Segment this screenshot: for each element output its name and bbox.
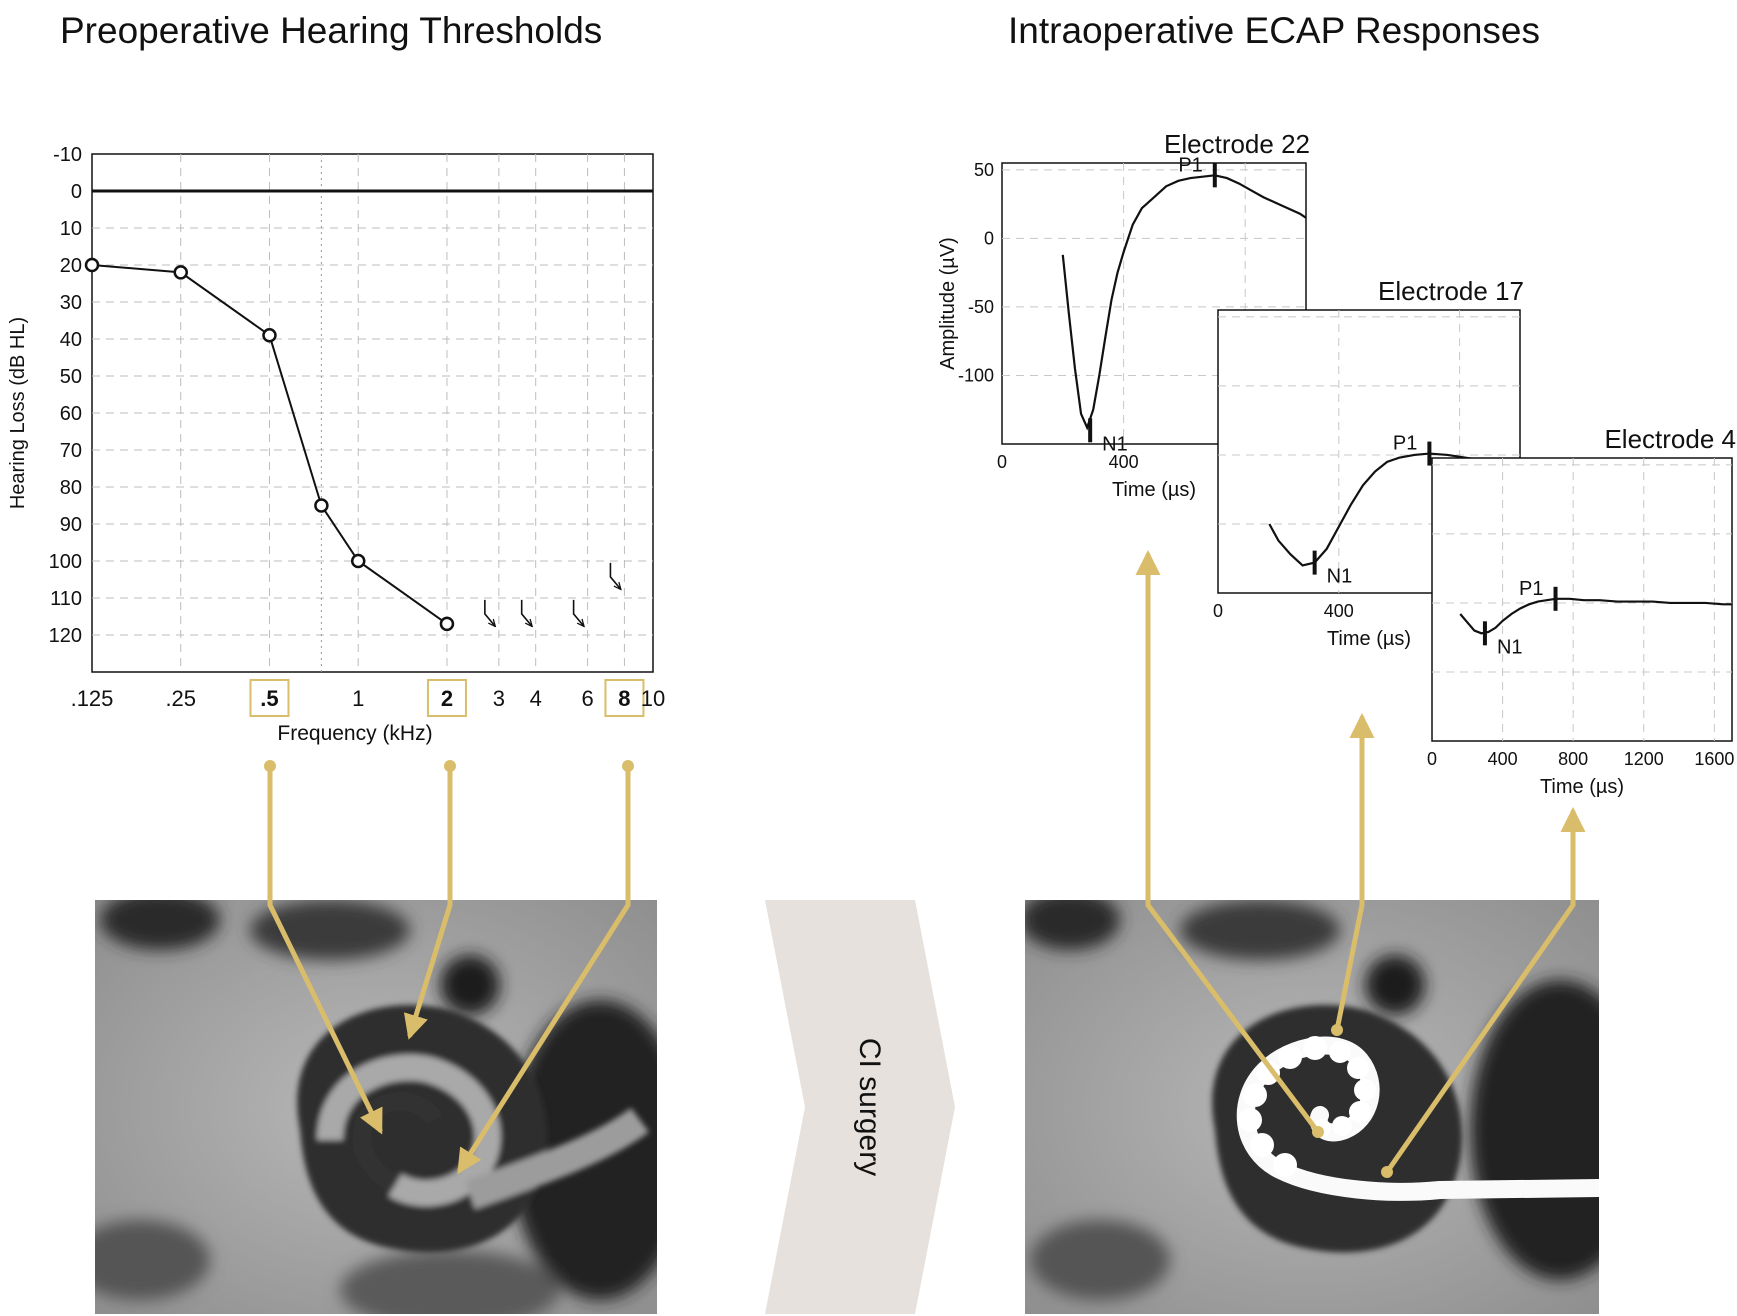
ecap-x-tick-label: 1600 (1694, 749, 1734, 769)
audiogram-x-ticks: .125 .25 .5 1 2 3 4 6 8 10 (71, 679, 665, 717)
ecap-x-tick-label: 400 (1109, 452, 1139, 472)
audiogram-x-tick: 1 (352, 686, 364, 711)
audiogram-threshold-line (91, 264, 448, 625)
audiogram-x-tick: 4 (530, 686, 542, 711)
audiogram-x-tick: 2 (426, 679, 467, 717)
audiogram-x-tick: 10 (641, 686, 665, 711)
audiogram-y-tick-label: 70 (60, 440, 82, 462)
ecap-y-tick-label: 0 (984, 228, 994, 248)
audiogram-x-tick-label: 8 (618, 686, 630, 711)
audiogram-y-tick-label: 110 (50, 588, 82, 610)
audiogram-x-tick-label: .125 (71, 686, 114, 711)
audiogram-y-tick-label: 60 (60, 403, 82, 425)
audiogram-y-tick-label: 80 (60, 477, 82, 499)
ecap-title: Electrode 4 (1604, 424, 1736, 454)
left-panel-title: Preoperative Hearing Thresholds (60, 10, 603, 51)
ecap-panel-electrode-4: 0 400 800 1200 1600 Electrode 4 Time (µs) N1 P1 (1427, 424, 1736, 798)
audiogram-x-tick: .25 (165, 686, 196, 711)
frequency-mapping-arrows (264, 760, 634, 1175)
no-response-marker (609, 562, 620, 589)
audiogram-y-tick-label: 120 (49, 625, 82, 647)
right-panel-title: Intraoperative ECAP Responses (1008, 10, 1541, 51)
no-response-marker (520, 599, 532, 626)
ecap-waveform (1459, 597, 1732, 635)
ecap-x-tick-label: 400 (1324, 601, 1354, 621)
audiogram-x-tick: 3 (493, 686, 505, 711)
audiogram-threshold-point (314, 498, 329, 513)
ecap-title: Electrode 22 (1164, 129, 1310, 159)
ecap-x-tick-label: 800 (1558, 749, 1588, 769)
audiogram-x-tick-label: 6 (581, 686, 593, 711)
ecap-y-tick-label: -50 (968, 297, 994, 317)
audiogram-x-tick: 8 (604, 679, 645, 717)
audiogram-points (84, 257, 455, 632)
ecap-peak-label: P1 (1178, 154, 1202, 176)
audiogram-x-tick-label: .5 (260, 686, 278, 711)
ecap-title: Electrode 17 (1378, 276, 1524, 306)
audiogram-grid (92, 154, 653, 672)
audiogram-x-tick-label: .25 (165, 686, 196, 711)
audiogram-x-tick-label: 4 (530, 686, 542, 711)
ecap-peak-label: N1 (1497, 636, 1523, 658)
ecap-peak-label: P1 (1519, 578, 1543, 600)
audiogram-x-tick: .5 (249, 679, 290, 717)
ecap-peak-label: P1 (1393, 433, 1417, 455)
audiogram-no-response-markers (484, 562, 621, 626)
audiogram-x-tick-label: 2 (441, 686, 453, 711)
audiogram-x-axis-label: Frequency (kHz) (277, 722, 432, 745)
audiogram-y-tick-label: 90 (60, 514, 82, 536)
audiogram-threshold-point (262, 328, 277, 343)
audiogram-x-tick-label: 3 (493, 686, 505, 711)
ecap-y-axis-label: Amplitude (µV) (937, 237, 959, 370)
audiogram-x-tick: 6 (581, 686, 593, 711)
audiogram-y-tick-label: 30 (60, 292, 82, 314)
ecap-peak-label: N1 (1102, 433, 1128, 455)
audiogram-threshold-point (350, 553, 366, 569)
ct-scan-postoperative (1025, 900, 1599, 1314)
ecap-x-tick-label: 0 (1427, 749, 1437, 769)
audiogram-y-tick-label: 20 (60, 255, 82, 277)
electrode-mapping-arrows (1135, 550, 1586, 1178)
audiogram-x-tick: .125 (71, 686, 114, 711)
ecap-x-tick-label: 0 (997, 452, 1007, 472)
highlight-box (249, 679, 290, 717)
ecap-y-tick-label: -100 (958, 365, 994, 385)
audiogram-threshold-point (439, 616, 455, 632)
ecap-x-tick-label: 1200 (1624, 749, 1664, 769)
no-response-marker (572, 599, 584, 626)
ecap-x-axis-label: Time (µs) (1327, 628, 1411, 650)
audiogram-y-tick-label: 10 (60, 218, 82, 240)
ecap-peak-label: N1 (1327, 566, 1353, 588)
audiogram-y-ticks: -10 0 10 20 30 40 50 60 70 80 90 100 110 120 (49, 144, 82, 647)
audiogram-y-tick-label: 40 (60, 329, 82, 351)
highlight-box (426, 679, 467, 717)
ecap-x-axis-label: Time (µs) (1112, 479, 1196, 501)
ecap-x-axis-label: Time (µs) (1540, 776, 1624, 798)
audiogram-y-tick-label: 100 (49, 551, 82, 573)
audiogram-y-tick-label: 0 (71, 181, 82, 203)
ecap-y-tick-label: 50 (974, 160, 994, 180)
audiogram-y-tick-label: -10 (53, 144, 82, 166)
audiogram-x-tick-label: 10 (641, 686, 665, 711)
audiogram-x-tick-label: 1 (352, 686, 364, 711)
surgery-label: CI surgery (853, 1038, 886, 1176)
audiogram-y-tick-label: 50 (60, 366, 82, 388)
ecap-x-tick-label: 0 (1213, 601, 1223, 621)
surgery-chevron: CI surgery (765, 900, 955, 1314)
audiogram-threshold-point (173, 265, 188, 280)
audiogram-threshold-point (84, 257, 100, 273)
ecap-x-tick-label: 400 (1488, 749, 1518, 769)
no-response-marker (484, 599, 495, 626)
audiogram-y-axis-label: Hearing Loss (dB HL) (7, 317, 29, 509)
highlight-box (604, 679, 645, 717)
